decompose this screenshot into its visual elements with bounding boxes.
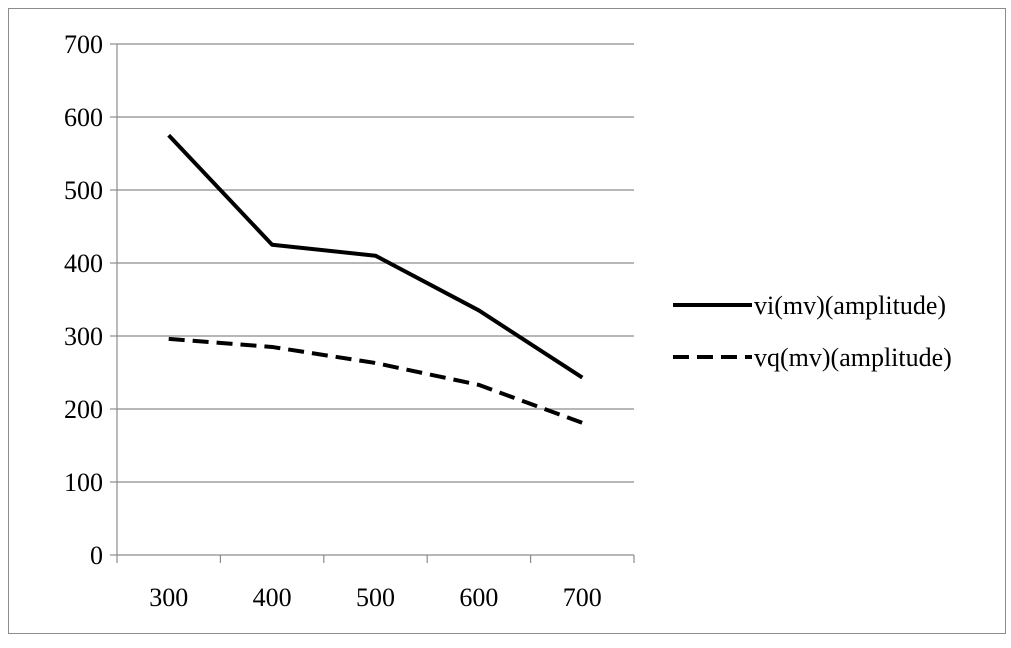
y-tick-label: 0 xyxy=(90,541,103,570)
x-tick-label: 300 xyxy=(149,583,188,612)
y-tick-label: 100 xyxy=(64,468,103,497)
y-tick-label: 700 xyxy=(64,30,103,59)
legend: vi(mv)(amplitude) vq(mv)(amplitude) xyxy=(673,291,952,372)
y-tick-label: 600 xyxy=(64,103,103,132)
gridlines xyxy=(117,43,634,556)
series-line-1 xyxy=(167,133,584,380)
y-tick-label: 400 xyxy=(64,249,103,278)
legend-label-2: vq(mv)(amplitude) xyxy=(754,343,952,372)
x-tick-label: 700 xyxy=(563,583,602,612)
chart-area: 0 100 200 300 400 500 600 700 300 400 500 600 700 v… xyxy=(8,8,1006,634)
y-tick-labels: 0 100 200 300 400 500 600 700 xyxy=(64,30,103,570)
y-tick-label: 200 xyxy=(64,395,103,424)
series-lines xyxy=(167,133,584,425)
line-chart: 0 100 200 300 400 500 600 700 300 400 500 600 700 v… xyxy=(64,30,952,612)
y-tick-label: 500 xyxy=(64,176,103,205)
x-tick-labels: 300 400 500 600 700 xyxy=(149,583,602,612)
series-line-2 xyxy=(168,336,583,425)
x-tick-label: 400 xyxy=(253,583,292,612)
x-tick-label: 500 xyxy=(356,583,395,612)
x-tick-label: 600 xyxy=(459,583,498,612)
y-tick-label: 300 xyxy=(64,322,103,351)
axes xyxy=(110,43,635,563)
legend-label-1: vi(mv)(amplitude) xyxy=(754,291,946,320)
